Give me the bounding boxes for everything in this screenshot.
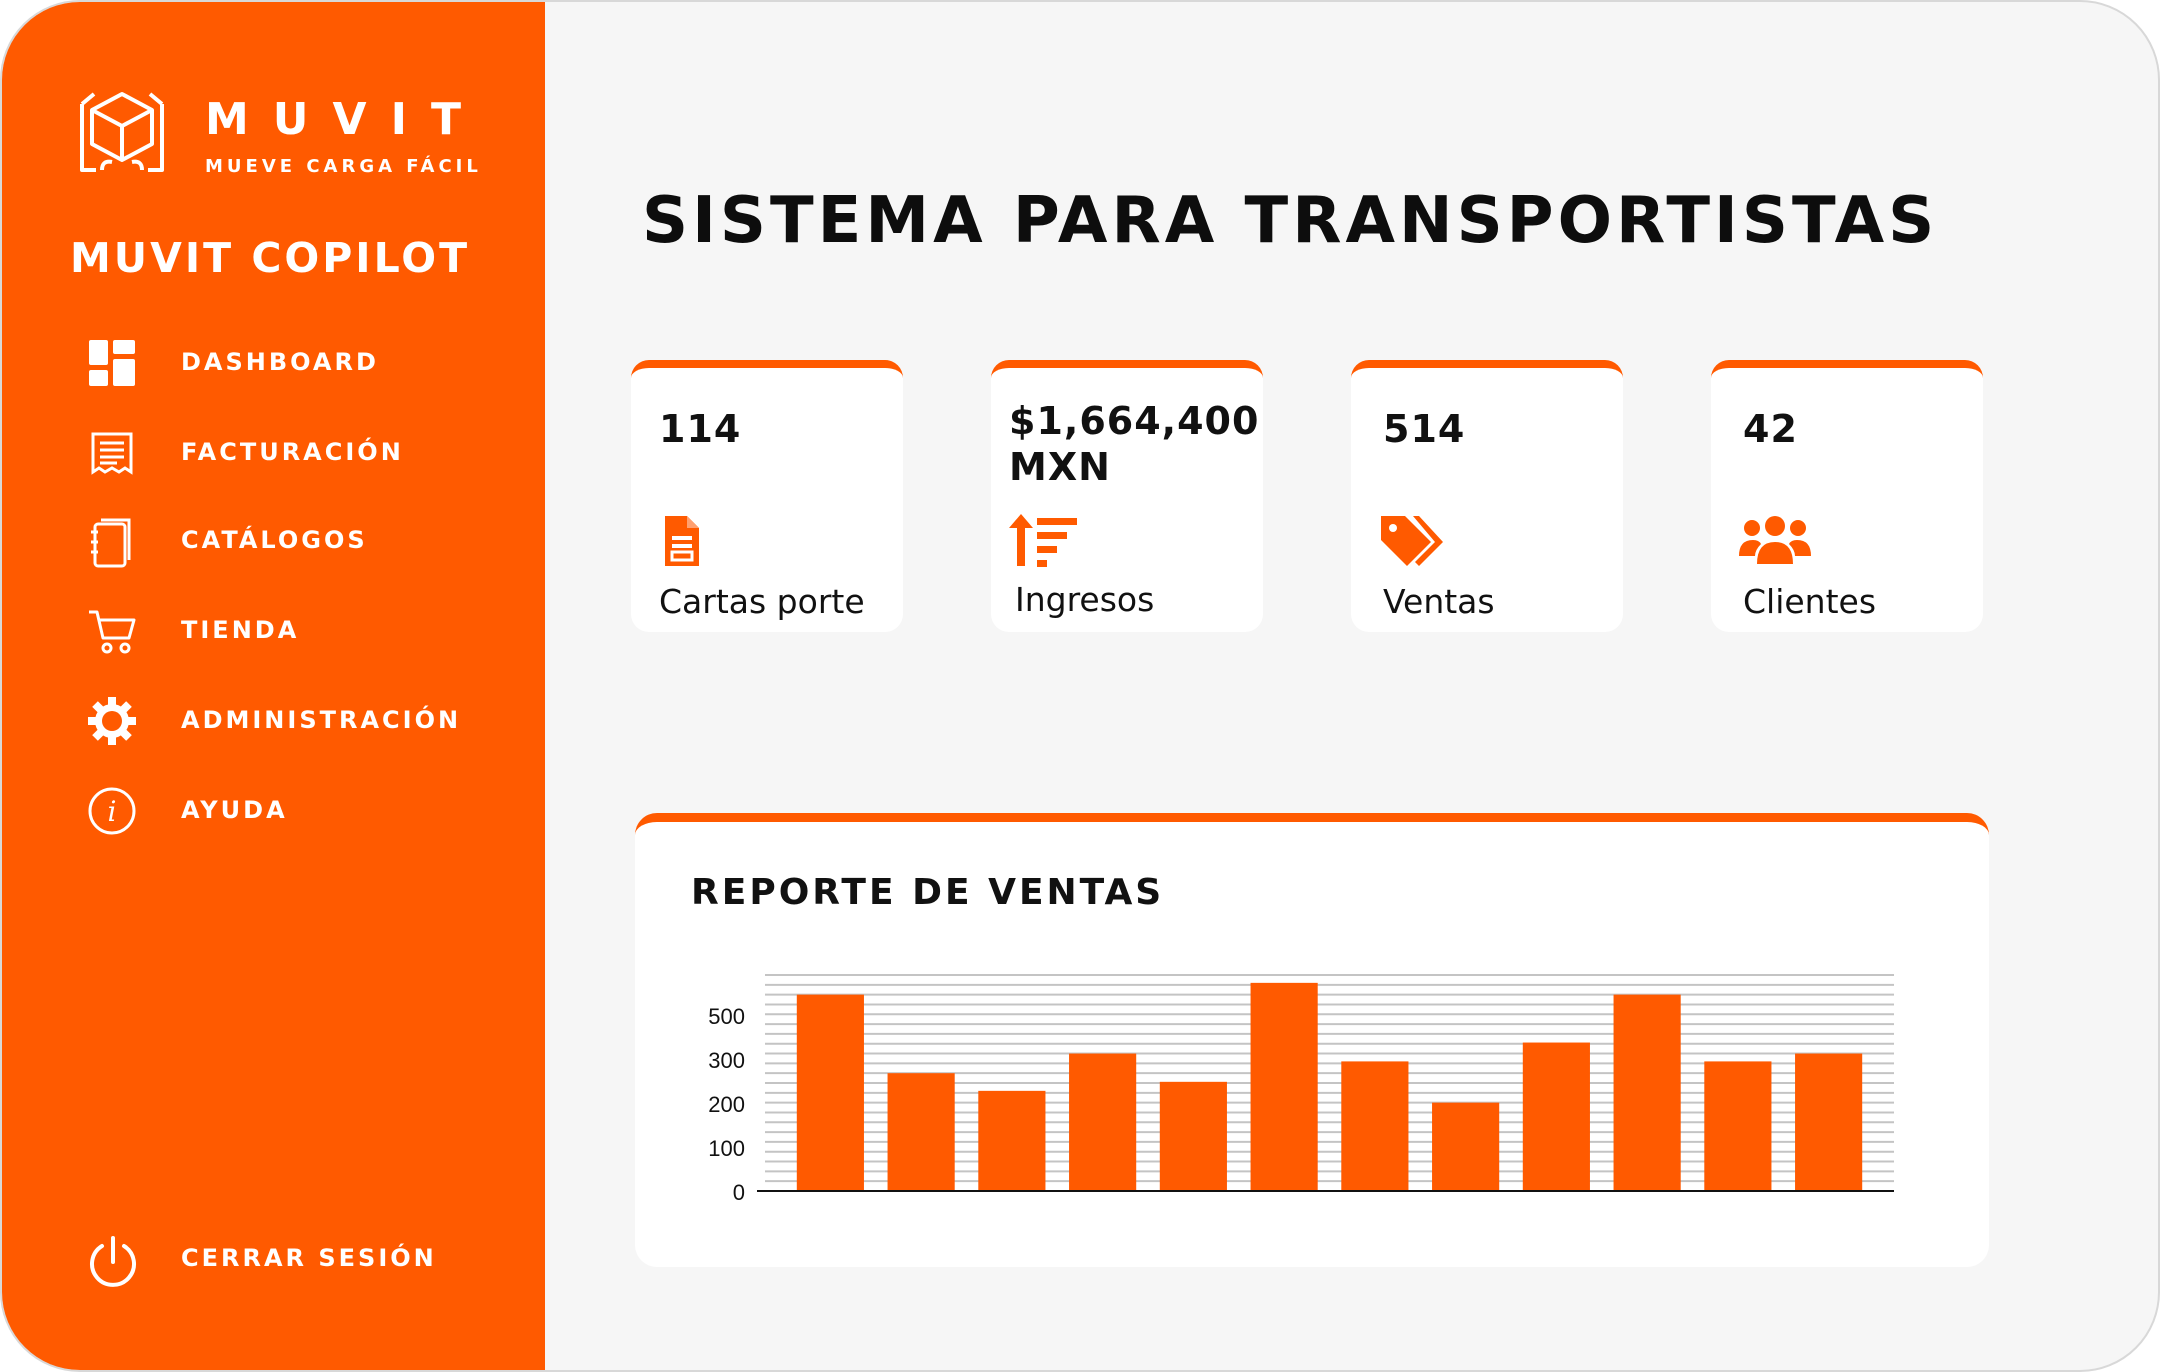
power-icon (87, 1234, 143, 1287)
brand-tagline: MUEVE CARGA FÁCIL (205, 156, 482, 177)
y-tick-label: 200 (708, 1092, 745, 1117)
invoice-icon (87, 428, 143, 478)
document-icon (657, 512, 717, 572)
truck-box-logo-icon (80, 92, 164, 172)
bar (1250, 982, 1318, 1191)
dashboard-grid-icon (87, 338, 143, 388)
bar (1069, 1053, 1137, 1191)
users-icon (1739, 512, 1811, 572)
bar (1795, 1053, 1863, 1191)
sidebar-item-administracion[interactable]: ADMINISTRACIÓN (87, 692, 507, 748)
bar (1432, 1102, 1500, 1191)
stat-card-cartas-porte[interactable]: 114 Cartas porte (631, 360, 903, 632)
stat-value: 514 (1383, 407, 1466, 451)
tags-icon (1379, 512, 1443, 572)
sales-bar-chart: 0 100 200 300 500 (708, 974, 1894, 1205)
sidebar-item-ayuda[interactable]: i AYUDA (87, 782, 507, 838)
stat-label: Clientes (1743, 582, 1877, 621)
sidebar-item-label: FACTURACIÓN (181, 438, 404, 466)
stat-label: Cartas porte (659, 582, 865, 621)
bar (1159, 1081, 1227, 1191)
bar (1522, 1042, 1590, 1191)
y-tick-label: 100 (708, 1136, 745, 1161)
logout-label: CERRAR SESIÓN (181, 1244, 437, 1272)
bar (1704, 1061, 1772, 1191)
sidebar-item-dashboard[interactable]: DASHBOARD (87, 334, 507, 390)
bar (1341, 1061, 1409, 1191)
bar (978, 1090, 1046, 1191)
sidebar-item-tienda[interactable]: TIENDA (87, 602, 507, 658)
svg-text:i: i (108, 795, 117, 828)
stat-label: Ingresos (1015, 580, 1155, 619)
stat-card-ingresos[interactable]: $1,664,400 MXN Ingresos (991, 360, 1263, 632)
logout-button[interactable]: CERRAR SESIÓN (87, 1230, 507, 1287)
notebook-icon (87, 516, 143, 568)
sidebar-item-label: ADMINISTRACIÓN (181, 706, 462, 734)
y-tick-label: 500 (708, 1004, 745, 1029)
sidebar-item-facturacion[interactable]: FACTURACIÓN (87, 424, 507, 480)
sidebar: MUVIT MUEVE CARGA FÁCIL MUVIT COPILOT DA… (2, 2, 545, 1370)
brand-name: MUVIT (205, 94, 485, 145)
sidebar-item-catalogos[interactable]: CATÁLOGOS (87, 512, 507, 568)
bar (1613, 994, 1681, 1191)
info-icon: i (87, 786, 143, 836)
brand-logo[interactable]: MUVIT MUEVE CARGA FÁCIL (72, 84, 492, 194)
stat-value: $1,664,400 MXN (1009, 399, 1260, 489)
stat-card-clientes[interactable]: 42 Clientes (1711, 360, 1983, 632)
page-title: SISTEMA PARA TRANSPORTISTAS (642, 184, 1939, 258)
stat-value: 42 (1743, 407, 1798, 451)
cart-icon (87, 606, 143, 656)
stat-card-ventas[interactable]: 514 Ventas (1351, 360, 1623, 632)
sidebar-item-label: CATÁLOGOS (181, 526, 368, 554)
sidebar-item-label: TIENDA (181, 616, 300, 644)
y-tick-label: 0 (733, 1180, 745, 1205)
stat-value: 114 (659, 407, 742, 451)
sidebar-item-label: AYUDA (181, 796, 288, 824)
bar (796, 994, 864, 1191)
report-title: REPORTE DE VENTAS (691, 872, 1165, 913)
stat-label: Ventas (1383, 582, 1495, 621)
bar (887, 1073, 955, 1191)
gear-icon (87, 696, 143, 746)
sales-report-card: REPORTE DE VENTAS 0 100 200 300 500 (635, 813, 1989, 1267)
y-tick-label: 300 (708, 1048, 745, 1073)
app-title: MUVIT COPILOT (70, 234, 471, 282)
sidebar-item-label: DASHBOARD (181, 348, 379, 376)
sort-up-icon (1009, 512, 1077, 572)
